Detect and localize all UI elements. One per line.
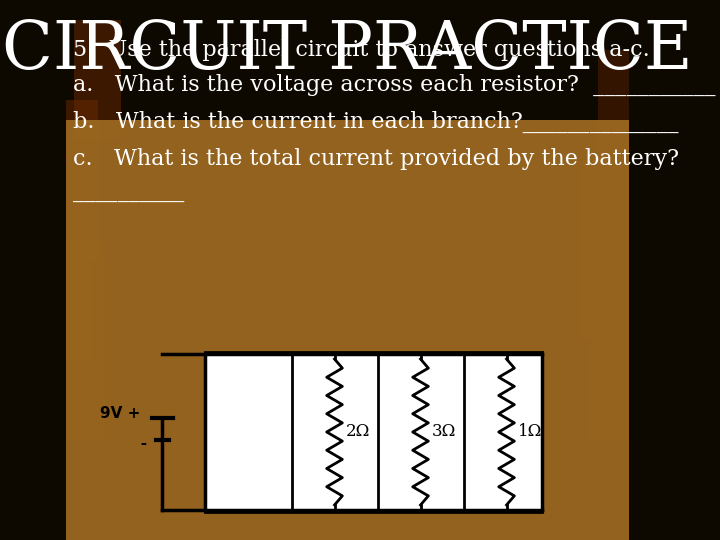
Text: -: - [125,436,147,451]
Bar [74,20,121,140]
Bar [590,320,629,440]
Text: b.   What is the current in each branch?______________: b. What is the current in each branch?__… [73,111,678,133]
Text: 5.  Use the parallel circuit to answer questions a-c.: 5. Use the parallel circuit to answer qu… [73,39,649,61]
Text: 9V +: 9V + [100,407,140,422]
Text: 2Ω: 2Ω [346,423,370,441]
Text: 3Ω: 3Ω [431,423,456,441]
Bar [66,100,98,260]
Text: a.   What is the voltage across each resistor?  ___________: a. What is the voltage across each resis… [73,74,715,96]
Text: c.   What is the total current provided by the battery?: c. What is the total current provided by… [73,148,678,170]
Text: CIRCUIT PRACTICE: CIRCUIT PRACTICE [2,17,693,83]
Text: 1Ω: 1Ω [518,423,542,441]
Bar [66,240,105,440]
Bar [66,260,90,360]
Bar [66,120,629,540]
Bar [582,160,629,340]
Bar [598,50,629,190]
Bar [205,352,541,512]
Text: __________: __________ [73,181,184,203]
